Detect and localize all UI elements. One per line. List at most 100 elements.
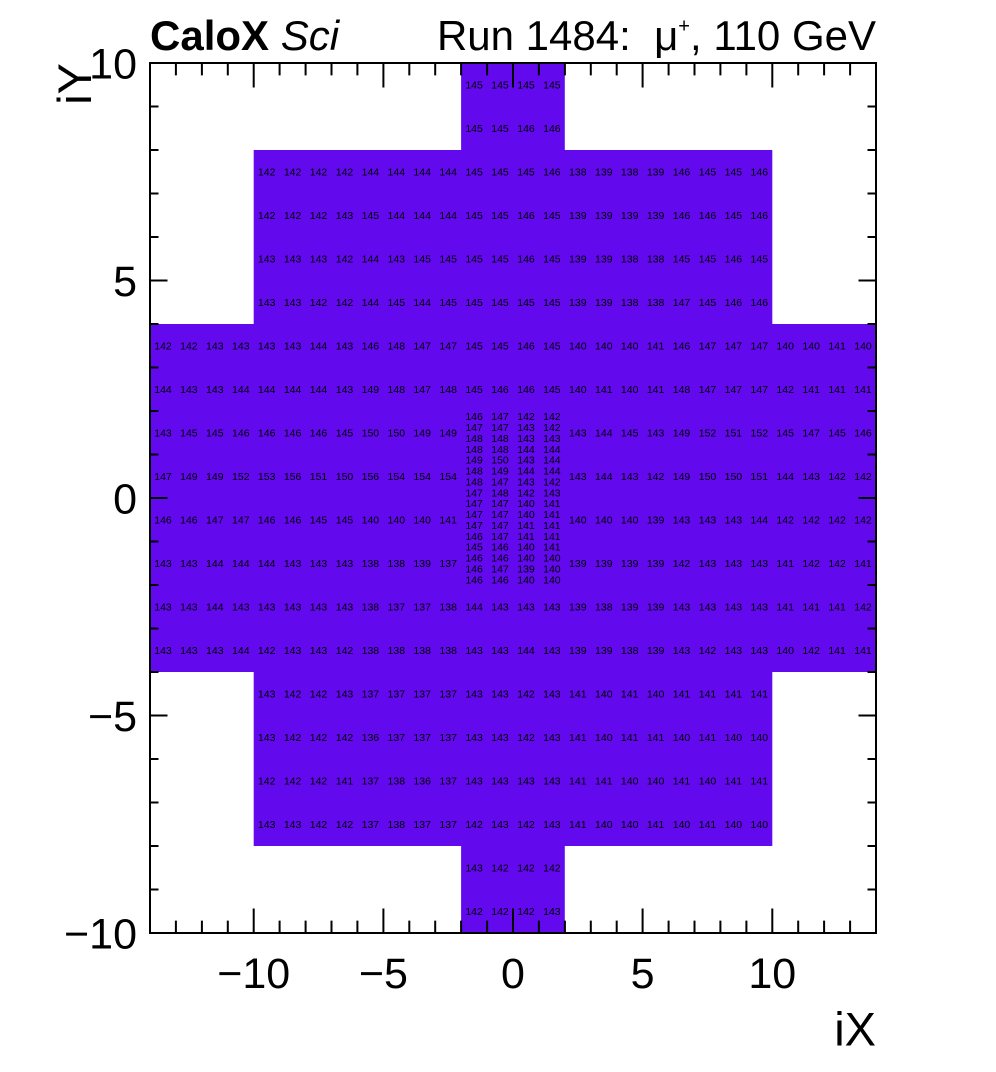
svg-text:143: 143: [336, 384, 354, 396]
svg-text:142: 142: [491, 863, 509, 875]
svg-text:0: 0: [113, 476, 137, 524]
svg-text:141: 141: [776, 558, 794, 570]
svg-text:143: 143: [336, 558, 354, 570]
svg-text:146: 146: [751, 210, 769, 222]
svg-text:138: 138: [362, 602, 380, 614]
svg-text:154: 154: [439, 471, 457, 483]
svg-text:140: 140: [776, 645, 794, 657]
svg-text:143: 143: [699, 558, 717, 570]
svg-text:139: 139: [413, 558, 431, 570]
svg-text:142: 142: [258, 645, 276, 657]
svg-text:143: 143: [258, 340, 276, 352]
svg-text:140: 140: [647, 689, 665, 701]
svg-text:146: 146: [491, 574, 509, 586]
svg-text:142: 142: [310, 776, 328, 788]
svg-text:147: 147: [802, 427, 820, 439]
svg-text:147: 147: [465, 487, 483, 499]
svg-text:140: 140: [673, 819, 691, 831]
svg-text:149: 149: [206, 471, 224, 483]
svg-text:150: 150: [362, 427, 380, 439]
svg-text:145: 145: [543, 210, 561, 222]
svg-text:148: 148: [465, 444, 483, 456]
svg-text:151: 151: [725, 427, 743, 439]
svg-text:139: 139: [647, 558, 665, 570]
svg-text:140: 140: [595, 732, 613, 744]
svg-text:141: 141: [699, 819, 717, 831]
svg-text:147: 147: [491, 520, 509, 532]
svg-text:150: 150: [388, 427, 406, 439]
svg-text:149: 149: [491, 466, 509, 478]
svg-text:146: 146: [180, 515, 198, 527]
svg-text:142: 142: [699, 645, 717, 657]
svg-text:149: 149: [673, 427, 691, 439]
svg-text:143: 143: [543, 433, 561, 445]
svg-text:142: 142: [336, 166, 354, 178]
svg-text:142: 142: [336, 253, 354, 265]
svg-text:144: 144: [362, 253, 380, 265]
svg-text:CaloX Sci: CaloX Sci: [150, 12, 341, 59]
svg-text:143: 143: [802, 471, 820, 483]
svg-text:145: 145: [491, 166, 509, 178]
svg-text:144: 144: [310, 340, 328, 352]
svg-text:141: 141: [595, 776, 613, 788]
svg-text:138: 138: [413, 645, 431, 657]
svg-text:142: 142: [310, 732, 328, 744]
svg-text:145: 145: [751, 253, 769, 265]
svg-text:144: 144: [776, 471, 794, 483]
svg-text:137: 137: [413, 819, 431, 831]
svg-text:150: 150: [699, 471, 717, 483]
svg-text:141: 141: [569, 776, 587, 788]
svg-text:142: 142: [284, 776, 302, 788]
svg-text:143: 143: [232, 602, 250, 614]
svg-text:136: 136: [362, 732, 380, 744]
svg-text:142: 142: [828, 558, 846, 570]
svg-text:143: 143: [284, 602, 302, 614]
svg-text:140: 140: [621, 515, 639, 527]
svg-text:143: 143: [206, 384, 224, 396]
svg-text:143: 143: [284, 340, 302, 352]
svg-text:137: 137: [413, 689, 431, 701]
svg-text:141: 141: [336, 776, 354, 788]
svg-text:141: 141: [439, 515, 457, 527]
svg-text:144: 144: [413, 297, 431, 309]
svg-text:137: 137: [388, 602, 406, 614]
svg-text:140: 140: [517, 509, 535, 521]
svg-text:141: 141: [828, 602, 846, 614]
svg-text:142: 142: [465, 906, 483, 918]
svg-text:142: 142: [517, 863, 535, 875]
svg-text:141: 141: [699, 689, 717, 701]
svg-text:140: 140: [776, 340, 794, 352]
svg-text:140: 140: [854, 340, 872, 352]
svg-text:139: 139: [517, 563, 535, 575]
svg-text:138: 138: [621, 166, 639, 178]
svg-text:139: 139: [647, 210, 665, 222]
svg-text:145: 145: [517, 297, 535, 309]
svg-text:141: 141: [543, 531, 561, 543]
svg-text:145: 145: [699, 253, 717, 265]
svg-text:147: 147: [751, 384, 769, 396]
svg-text:143: 143: [751, 602, 769, 614]
svg-text:147: 147: [465, 520, 483, 532]
svg-text:137: 137: [413, 732, 431, 744]
svg-text:144: 144: [388, 166, 406, 178]
svg-text:146: 146: [517, 123, 535, 135]
svg-text:0: 0: [501, 950, 525, 998]
svg-text:145: 145: [543, 253, 561, 265]
svg-text:142: 142: [673, 558, 691, 570]
svg-text:142: 142: [310, 689, 328, 701]
svg-text:138: 138: [388, 558, 406, 570]
svg-text:139: 139: [569, 253, 587, 265]
svg-text:142: 142: [543, 863, 561, 875]
svg-text:143: 143: [180, 602, 198, 614]
svg-text:148: 148: [673, 384, 691, 396]
svg-text:144: 144: [362, 297, 380, 309]
svg-text:137: 137: [388, 689, 406, 701]
svg-text:145: 145: [465, 166, 483, 178]
svg-text:146: 146: [725, 253, 743, 265]
svg-text:152: 152: [699, 427, 717, 439]
svg-text:5: 5: [631, 950, 655, 998]
svg-text:149: 149: [180, 471, 198, 483]
svg-text:147: 147: [491, 563, 509, 575]
svg-text:146: 146: [517, 340, 535, 352]
svg-text:140: 140: [647, 776, 665, 788]
